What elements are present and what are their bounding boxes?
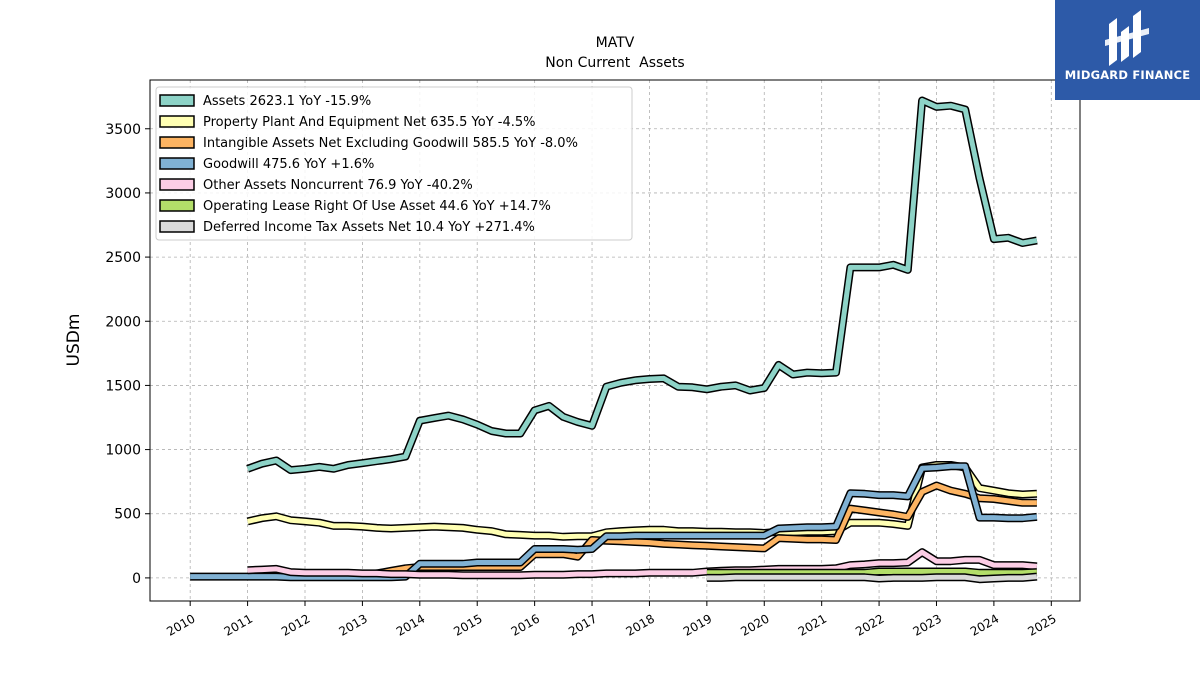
x-tick-label: 2016 [509,611,542,638]
x-tick-label: 2011 [222,611,255,638]
series-line-2 [362,483,1037,578]
y-axis: 0 500 1000 1500 2000 2500 3000 3500 [105,122,150,587]
legend-label: Intangible Assets Net Excluding Goodwill… [203,136,578,151]
series-group [190,96,1038,584]
series-line-3 [190,463,1038,580]
brand-name: MIDGARD FINANCE [1064,68,1191,82]
legend-swatch [159,115,195,128]
y-tick-label: 1500 [105,378,141,394]
x-tick-label: 2021 [796,611,829,638]
plot-frame [149,79,1081,602]
x-tick-label: 2017 [566,611,599,638]
y-tick-label: 1000 [105,443,141,459]
x-tick-label: 2023 [911,611,944,638]
y-tick-label: 3000 [105,186,141,202]
x-tick-label: 2020 [738,611,771,638]
midgard-logo-icon [1105,10,1149,66]
x-tick-label: 2010 [164,611,197,638]
y-tick-label: 2000 [105,314,141,330]
legend-label: Property Plant And Equipment Net 635.5 Y… [203,115,536,130]
series-line-4 [247,549,1038,578]
x-tick-label: 2022 [853,611,886,638]
y-tick-label: 0 [132,571,141,587]
legend-label: Goodwill 475.6 YoY +1.6% [203,157,374,172]
y-axis-label: USDm [64,314,84,367]
legend: Assets 2623.1 YoY -15.9% Property Plant A… [155,86,633,241]
legend-swatch [159,94,195,107]
y-tick-label: 500 [114,507,141,523]
chart-subtitle: Non Current Assets [545,55,684,71]
legend-box [155,86,633,241]
y-tick-label: 3500 [105,122,141,138]
series-line-6 [706,574,1038,582]
y-tick-label: 2500 [105,250,141,266]
x-tick-label: 2015 [451,611,484,638]
legend-swatch [159,199,195,212]
series-line-0 [246,98,1038,473]
legend-label: Deferred Income Tax Assets Net 10.4 YoY … [203,220,535,235]
x-axis: 2010 2011 2012 2013 2014 2015 2016 2017 2018 2019… [164,601,1059,639]
legend-swatch [159,157,195,170]
x-tick-label: 2014 [394,611,427,638]
legend-swatch [159,136,195,149]
x-tick-label: 2013 [336,611,369,638]
series-line-1 [247,462,1038,540]
chart-title: MATV [596,35,635,51]
x-tick-label: 2018 [623,611,656,638]
brand-logo: MIDGARD FINANCE [1055,0,1200,100]
x-tick-label: 2019 [681,611,714,638]
legend-swatch [159,178,195,191]
legend-swatch [159,220,195,233]
series-line-5 [706,569,1038,576]
legend-label: Operating Lease Right Of Use Asset 44.6 … [203,199,551,214]
x-tick-label: 2012 [279,611,312,638]
x-tick-label: 2025 [1025,611,1058,638]
legend-label: Other Assets Noncurrent 76.9 YoY -40.2% [203,178,473,193]
legend-label: Assets 2623.1 YoY -15.9% [203,94,371,109]
x-tick-label: 2024 [968,611,1001,638]
